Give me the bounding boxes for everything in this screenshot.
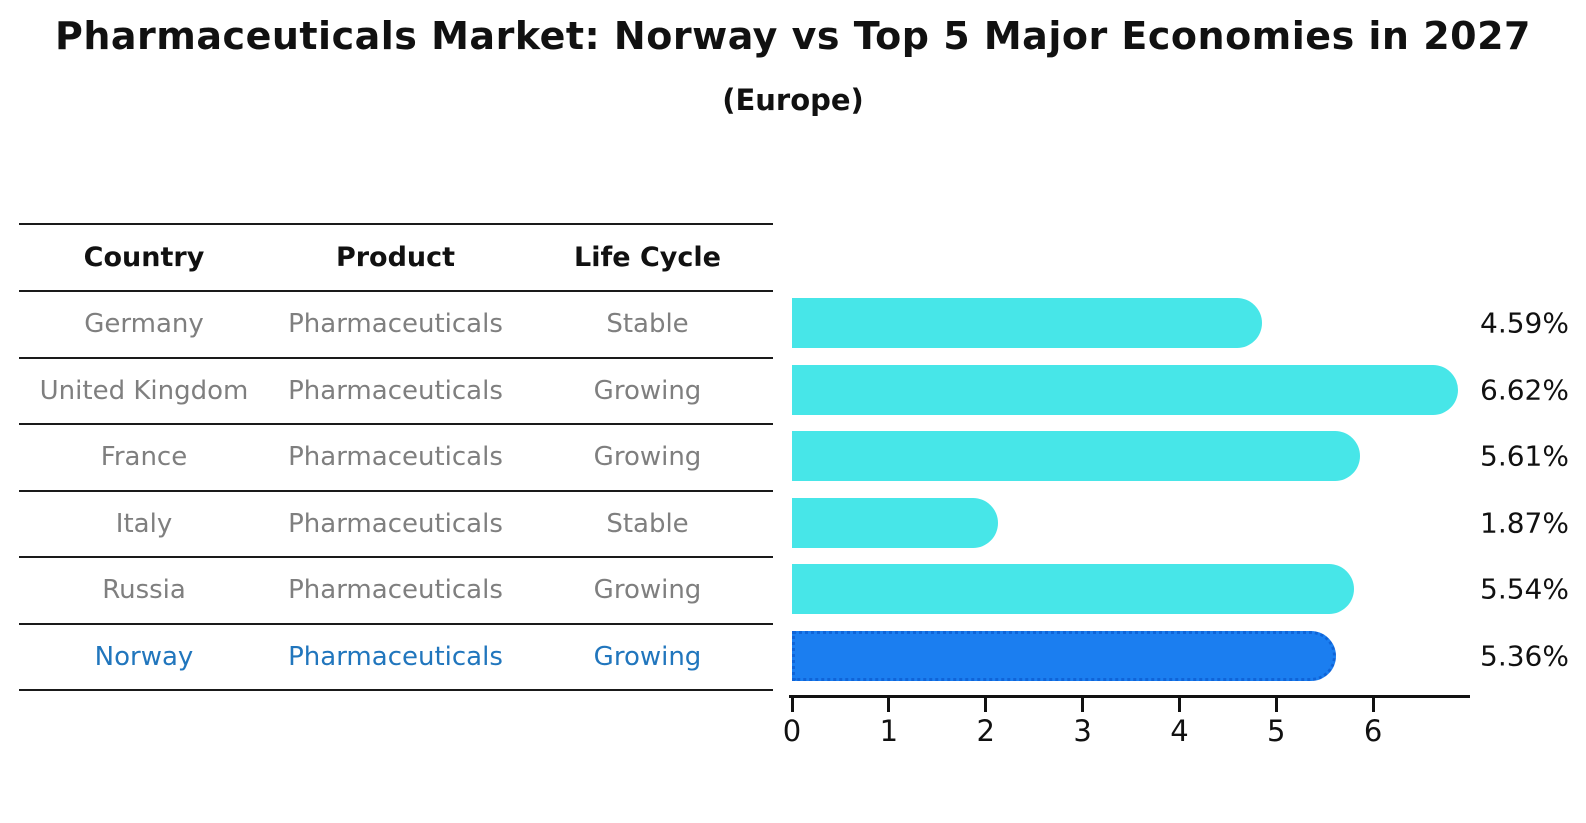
x-axis: 0 1 2 3 4 5 6: [783, 695, 1470, 758]
x-tick-6: [1371, 698, 1375, 712]
cell-country: Germany: [84, 309, 204, 340]
x-tick-label-6: 6: [1363, 714, 1383, 748]
cell-country: France: [100, 442, 188, 473]
cell-product: Pharmaceuticals: [288, 641, 503, 672]
cell-life-cycle: Growing: [593, 575, 702, 606]
bar-italy: [792, 497, 999, 548]
cell-product: Pharmaceuticals: [288, 508, 503, 539]
country-table: Country Product Life Cycle Germany Pharma…: [19, 223, 773, 691]
x-tick-label-0: 0: [782, 714, 802, 748]
bar-row-norway: [792, 623, 1470, 690]
cell-life-cycle: Growing: [593, 442, 702, 473]
bar-row-italy: [792, 490, 1470, 557]
cell-product: Pharmaceuticals: [288, 442, 503, 473]
chart-title: Pharmaceuticals Market: Norway vs Top 5 …: [55, 14, 1531, 58]
column-header-life-cycle: Life Cycle: [574, 242, 721, 273]
table-row-united-kingdom: United Kingdom Pharmaceuticals Growing: [19, 359, 773, 425]
x-tick-label-5: 5: [1267, 714, 1286, 748]
x-tick-label-3: 3: [1073, 714, 1092, 748]
bar-chart: [792, 290, 1470, 689]
column-header-product: Product: [335, 242, 456, 273]
cell-country: Russia: [102, 575, 186, 606]
cell-product: Pharmaceuticals: [288, 309, 503, 340]
value-label-norway: 5.36%: [1480, 639, 1569, 672]
bar-row-russia: [792, 556, 1470, 623]
x-tick-5: [1274, 698, 1278, 712]
bar-united-kingdom: [792, 364, 1459, 415]
x-tick-3: [1081, 698, 1085, 712]
value-label-united-kingdom: 6.62%: [1480, 373, 1569, 406]
table-row-germany: Germany Pharmaceuticals Stable: [19, 292, 773, 359]
bar-row-united-kingdom: [792, 357, 1470, 424]
table-row-italy: Italy Pharmaceuticals Stable: [19, 492, 773, 558]
x-tick-label-2: 2: [976, 714, 995, 748]
value-label-russia: 5.54%: [1480, 572, 1569, 606]
table-row-france: France Pharmaceuticals Growing: [19, 425, 773, 492]
bar-russia: [792, 564, 1354, 614]
value-label-france: 5.61%: [1480, 439, 1569, 473]
cell-life-cycle: Growing: [593, 375, 702, 406]
table-header-row: Country Product Life Cycle: [19, 225, 773, 292]
x-tick-2: [984, 698, 988, 712]
x-tick-label-1: 1: [879, 714, 899, 748]
cell-product: Pharmaceuticals: [288, 375, 503, 406]
chart-subtitle: (Europe): [722, 83, 864, 117]
bar-germany: [792, 298, 1262, 348]
cell-life-cycle: Stable: [606, 508, 689, 539]
cell-life-cycle: Stable: [606, 309, 689, 340]
value-label-germany: 4.59%: [1480, 306, 1569, 340]
x-tick-4: [1177, 698, 1181, 712]
cell-product: Pharmaceuticals: [288, 575, 503, 606]
cell-life-cycle: Growing: [593, 641, 702, 672]
value-label-italy: 1.87%: [1480, 506, 1569, 539]
bar-row-germany: [792, 290, 1470, 357]
cell-country: Norway: [94, 641, 194, 672]
x-tick-label-4: 4: [1170, 714, 1189, 748]
table-body: Germany Pharmaceuticals Stable United Kingd…: [19, 292, 773, 691]
x-tick-1: [887, 698, 891, 712]
bar-row-france: [792, 423, 1470, 490]
table-row-norway: Norway Pharmaceuticals Growing: [19, 625, 773, 691]
x-tick-0: [790, 698, 794, 712]
cell-country: Italy: [115, 508, 173, 539]
highlight-bar-norway: [792, 630, 1337, 681]
bar-france: [792, 431, 1361, 481]
cell-country: United Kingdom: [39, 375, 249, 406]
table-row-russia: Russia Pharmaceuticals Growing: [19, 558, 773, 625]
column-header-country: Country: [83, 242, 205, 273]
